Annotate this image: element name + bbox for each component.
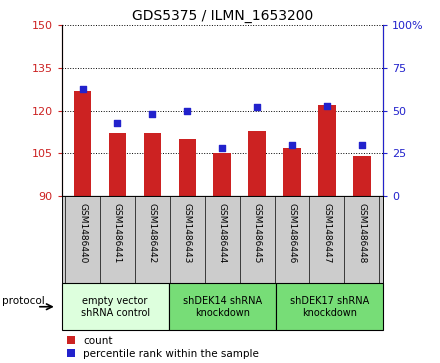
Bar (276, 283, 383, 330)
Text: shDEK17 shRNA
knockdown: shDEK17 shRNA knockdown (290, 296, 369, 318)
Text: GSM1486443: GSM1486443 (183, 203, 192, 264)
Bar (283, 148, 301, 196)
Bar (249, 131, 266, 196)
Point (219, 145, 226, 151)
Text: empty vector
shRNA control: empty vector shRNA control (81, 296, 150, 318)
Bar (169, 283, 276, 330)
Text: GSM1486447: GSM1486447 (323, 203, 331, 264)
Text: GSM1486441: GSM1486441 (113, 203, 122, 264)
Text: GSM1486442: GSM1486442 (148, 203, 157, 263)
Text: GSM1486445: GSM1486445 (253, 203, 262, 264)
Point (79, 86, 86, 91)
Point (289, 142, 296, 148)
Point (114, 120, 121, 126)
Text: GSM1486448: GSM1486448 (357, 203, 367, 264)
Bar (62, 283, 169, 330)
Text: GSM1486440: GSM1486440 (78, 203, 87, 264)
Bar (109, 134, 126, 196)
Text: shDEK14 shRNA
knockdown: shDEK14 shRNA knockdown (183, 296, 262, 318)
Title: GDS5375 / ILMN_1653200: GDS5375 / ILMN_1653200 (132, 9, 313, 23)
Point (358, 142, 365, 148)
Bar (74, 91, 91, 196)
Point (184, 108, 191, 114)
Bar (213, 153, 231, 196)
Bar (143, 134, 161, 196)
Bar (179, 139, 196, 196)
Point (149, 111, 156, 117)
Legend: count, percentile rank within the sample: count, percentile rank within the sample (67, 335, 259, 359)
Bar (353, 156, 370, 196)
Point (323, 103, 330, 109)
Point (253, 105, 260, 110)
Text: GSM1486444: GSM1486444 (218, 203, 227, 263)
Text: GSM1486446: GSM1486446 (287, 203, 297, 264)
Bar (318, 105, 336, 196)
Text: protocol: protocol (2, 296, 45, 306)
